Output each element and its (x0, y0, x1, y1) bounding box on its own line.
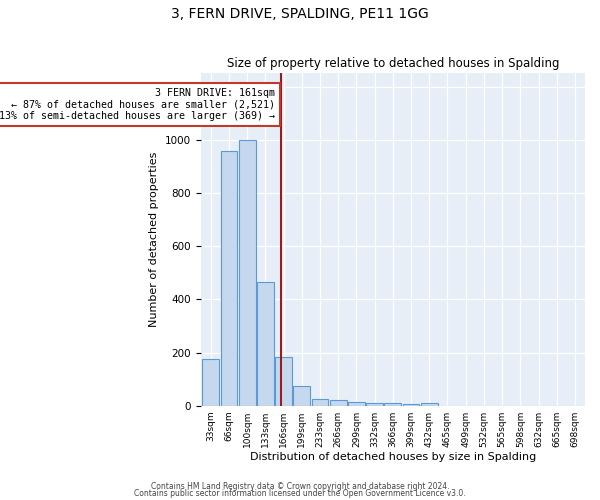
Title: Size of property relative to detached houses in Spalding: Size of property relative to detached ho… (227, 56, 559, 70)
Bar (239, 140, 256, 406)
Bar (257, 282, 274, 406)
Bar (421, 403, 437, 406)
Bar (330, 400, 347, 406)
Bar (221, 150, 237, 406)
Text: 3 FERN DRIVE: 161sqm
← 87% of detached houses are smaller (2,521)
13% of semi-de: 3 FERN DRIVE: 161sqm ← 87% of detached h… (0, 88, 275, 122)
Text: Contains HM Land Registry data © Crown copyright and database right 2024.: Contains HM Land Registry data © Crown c… (151, 482, 449, 491)
Bar (311, 399, 328, 406)
Bar (275, 356, 292, 406)
Text: 3, FERN DRIVE, SPALDING, PE11 1GG: 3, FERN DRIVE, SPALDING, PE11 1GG (171, 8, 429, 22)
Bar (348, 402, 365, 406)
Bar (366, 402, 383, 406)
Bar (403, 404, 419, 406)
X-axis label: Distribution of detached houses by size in Spalding: Distribution of detached houses by size … (250, 452, 536, 462)
Y-axis label: Number of detached properties: Number of detached properties (149, 152, 159, 328)
Text: Contains public sector information licensed under the Open Government Licence v3: Contains public sector information licen… (134, 490, 466, 498)
Bar (293, 386, 310, 406)
Bar (385, 403, 401, 406)
Bar (202, 359, 219, 406)
